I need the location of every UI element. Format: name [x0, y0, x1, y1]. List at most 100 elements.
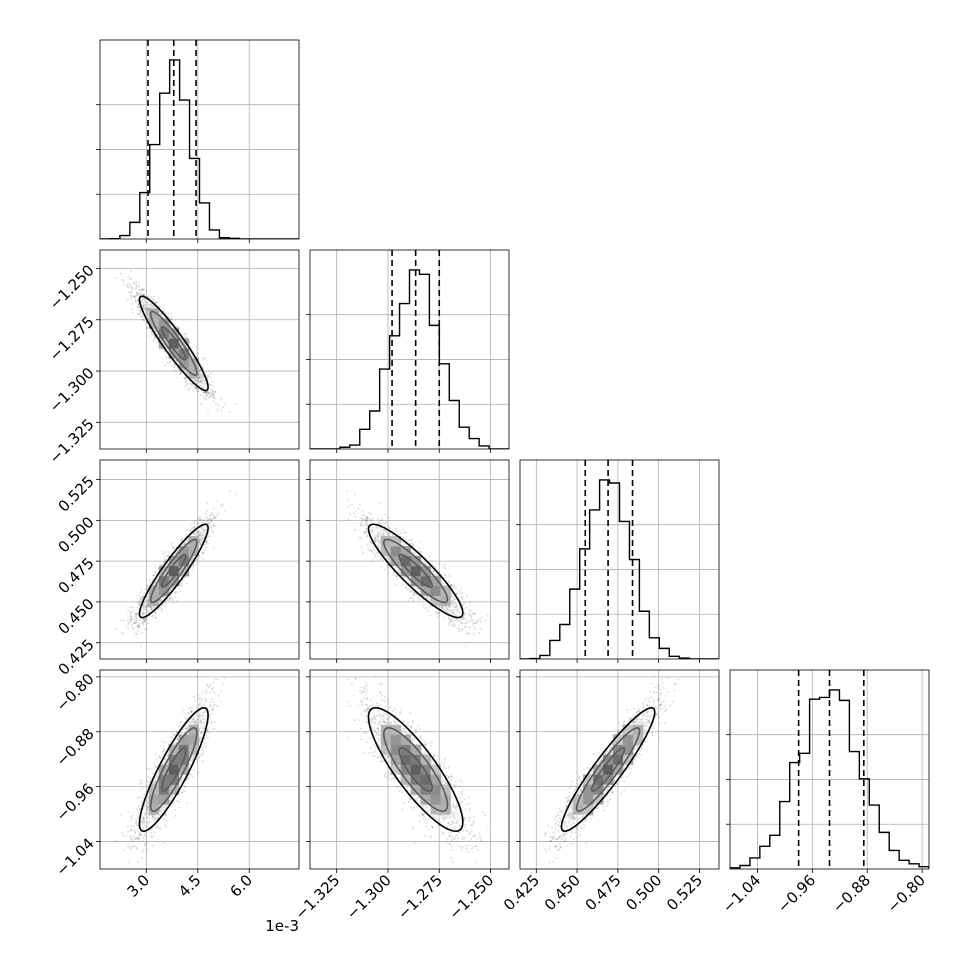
- sample-point: [164, 559, 167, 562]
- sample-point: [184, 377, 187, 380]
- sample-point: [115, 277, 118, 280]
- sample-point: [203, 379, 206, 382]
- sample-point: [135, 612, 138, 615]
- sample-point: [206, 502, 209, 505]
- sample-point: [198, 376, 201, 379]
- sample-point: [183, 370, 186, 373]
- sample-point: [133, 296, 136, 299]
- sample-point: [186, 383, 189, 386]
- sample-point: [135, 294, 138, 297]
- sample-point: [129, 277, 132, 280]
- sample-point: [195, 379, 198, 382]
- sample-point: [145, 309, 148, 312]
- sample-point: [136, 292, 139, 295]
- sample-point: [146, 584, 149, 587]
- sample-point: [137, 627, 140, 630]
- sample-point: [170, 312, 173, 315]
- sample-point: [146, 306, 149, 309]
- sample-point: [180, 581, 183, 584]
- sample-point: [163, 555, 166, 558]
- sample-point: [158, 312, 161, 315]
- sample-point: [194, 520, 197, 523]
- sample-point: [205, 539, 208, 542]
- sample-point: [177, 326, 180, 329]
- sample-point: [196, 380, 199, 383]
- sample-point: [145, 310, 148, 313]
- sample-point: [195, 386, 198, 389]
- sample-point: [203, 543, 206, 546]
- sample-point: [150, 330, 153, 333]
- sample-point: [134, 619, 137, 622]
- sample-point: [144, 303, 147, 306]
- sample-point: [133, 622, 136, 625]
- sample-point: [149, 303, 152, 306]
- sample-point: [127, 628, 130, 631]
- sample-point: [205, 391, 208, 394]
- sample-point: [186, 371, 189, 374]
- sample-point: [137, 298, 140, 301]
- sample-point: [167, 316, 170, 319]
- sample-point: [145, 311, 148, 314]
- sample-point: [188, 341, 191, 344]
- sample-point: [213, 396, 216, 399]
- sample-point: [223, 509, 226, 512]
- sample-point: [193, 379, 196, 382]
- sample-point: [133, 282, 136, 285]
- sample-point: [128, 291, 131, 294]
- sample-point: [139, 309, 142, 312]
- panel-frame: [99, 459, 300, 660]
- sample-point: [147, 310, 150, 313]
- sample-point: [127, 286, 130, 289]
- sample-point: [209, 514, 212, 517]
- sample-point: [130, 270, 133, 273]
- sample-point: [148, 581, 151, 584]
- sample-point: [210, 380, 213, 383]
- sample-point: [162, 552, 165, 555]
- sample-point: [135, 292, 138, 295]
- sample-point: [132, 627, 135, 630]
- sample-point: [121, 278, 124, 281]
- sample-point: [142, 306, 145, 309]
- sample-point: [195, 382, 198, 385]
- sample-point: [171, 364, 174, 367]
- sample-point: [152, 614, 155, 617]
- sample-point: [137, 313, 140, 316]
- sample-point: [142, 318, 145, 321]
- sample-point: [192, 385, 195, 388]
- sample-point: [192, 568, 195, 571]
- sample-point: [189, 523, 192, 526]
- sample-point: [130, 295, 133, 298]
- sample-point: [187, 371, 190, 374]
- sample-point: [176, 376, 179, 379]
- sample-point: [145, 326, 148, 329]
- sample-point: [137, 306, 140, 309]
- sample-point: [130, 296, 133, 299]
- panel-frame: [99, 39, 300, 240]
- sample-point: [171, 599, 174, 602]
- sample-point: [137, 282, 140, 285]
- sample-point: [200, 376, 203, 379]
- sample-point: [191, 382, 194, 385]
- sample-point: [204, 383, 207, 386]
- sample-point: [217, 404, 220, 407]
- sample-point: [212, 391, 215, 394]
- sample-point: [170, 541, 173, 544]
- sample-point: [173, 547, 176, 550]
- sample-point: [211, 529, 214, 532]
- sample-point: [115, 627, 118, 630]
- sample-point: [151, 333, 154, 336]
- sample-point: [142, 303, 145, 306]
- sample-point: [137, 313, 140, 316]
- sample-point: [146, 313, 149, 316]
- sample-point: [137, 293, 140, 296]
- sample-point: [188, 382, 191, 385]
- sample-point: [180, 537, 183, 540]
- sample-point: [201, 551, 204, 554]
- sample-point: [172, 602, 175, 605]
- sample-point: [179, 372, 182, 375]
- sample-point: [197, 356, 200, 359]
- sample-point: [206, 515, 209, 518]
- sample-point: [212, 399, 215, 402]
- sample-point: [188, 387, 191, 390]
- sample-point: [222, 503, 225, 506]
